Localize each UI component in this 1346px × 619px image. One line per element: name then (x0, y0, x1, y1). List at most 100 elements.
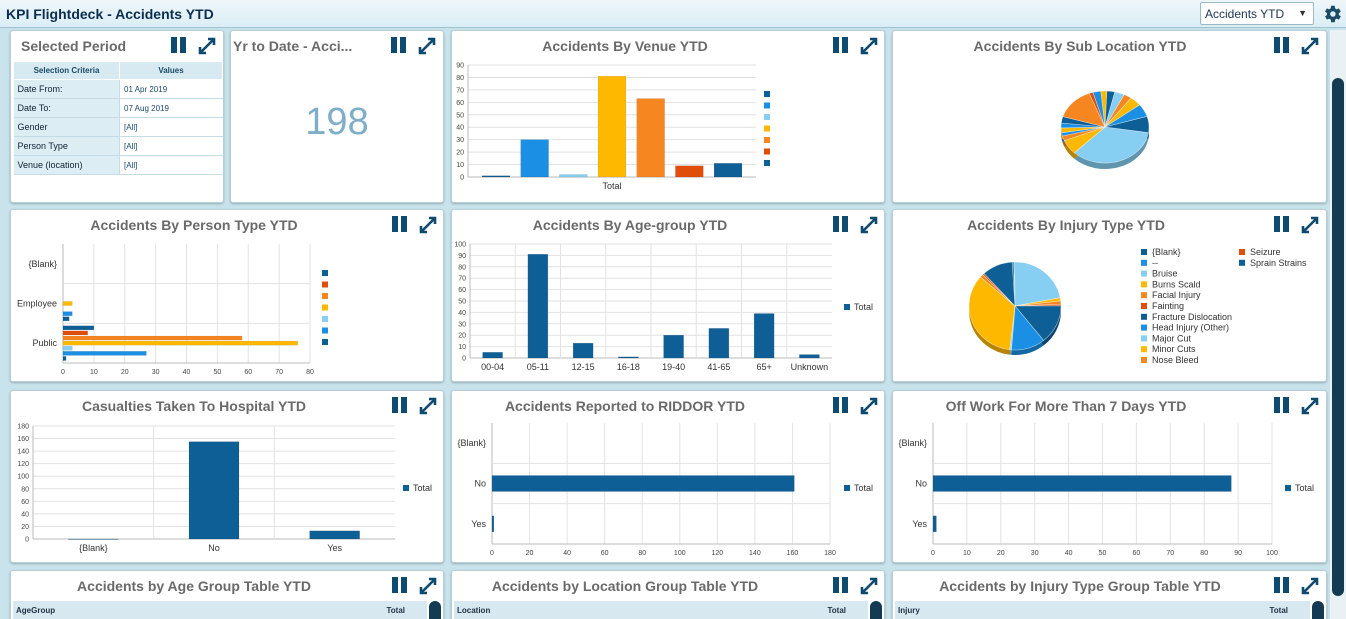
y-tick-label: 60 (456, 100, 464, 107)
legend-label: Total (854, 302, 873, 312)
off-work-chart: 0 10 20 30 40 50 60 70 80 90 100 {Blank} No Yes Total (898, 423, 1314, 557)
legend-swatch (1141, 259, 1147, 266)
y-tick-label: 90 (458, 253, 466, 260)
bar (482, 352, 503, 359)
top-bar: KPI Flightdeck - Accidents YTD Accidents… (0, 0, 1346, 28)
pause-icon[interactable] (832, 396, 850, 414)
gear-icon[interactable] (1321, 3, 1343, 25)
pause-icon[interactable] (1273, 576, 1291, 594)
bar (188, 441, 240, 540)
x-tick-label: 0 (931, 550, 935, 557)
pie-slice (1073, 126, 1149, 164)
y-tick-label: {Blank} (457, 438, 486, 448)
legend-swatch (1141, 281, 1147, 288)
x-tick-label: 30 (152, 369, 160, 376)
y-tick-label: 60 (21, 499, 29, 506)
pause-icon[interactable] (391, 396, 409, 414)
bar (618, 356, 639, 359)
page-scrollbar[interactable] (1330, 30, 1346, 619)
criteria-label: Date From: (13, 79, 120, 99)
pause-icon[interactable] (390, 36, 408, 54)
y-tick-label: Employee (17, 299, 57, 309)
bar (481, 175, 511, 178)
legend-swatch (1141, 335, 1147, 342)
pause-icon[interactable] (170, 36, 188, 54)
selected-period-panel: Selected Period Selection Criteria Value… (10, 30, 224, 203)
legend-label: Burns Scald (1152, 279, 1201, 289)
page-scroll-thumb[interactable] (1332, 78, 1344, 596)
legend-swatch (322, 293, 328, 299)
expand-icon[interactable] (1300, 36, 1320, 56)
x-tick-label: 12-15 (572, 362, 595, 372)
report-select[interactable]: Accidents YTD ▼ (1200, 2, 1314, 25)
legend-label: Total (413, 483, 432, 493)
venue-panel: Accidents By Venue YTD 0 10 20 30 40 50 60 70 80… (451, 30, 885, 203)
table-scroll-thumb[interactable] (429, 601, 441, 619)
ytd-kpi-panel: Yr to Date - Acci... 198 (230, 30, 444, 203)
expand-icon[interactable] (1300, 396, 1320, 416)
expand-icon[interactable] (859, 36, 879, 56)
bar (491, 475, 795, 492)
table-row: Date To: 07 Aug 2019 (13, 98, 223, 118)
pause-icon[interactable] (391, 576, 409, 594)
legend-swatch (844, 485, 850, 491)
expand-icon[interactable] (1300, 215, 1320, 235)
x-tick-label: No (208, 543, 220, 553)
bar (62, 330, 88, 336)
table-scroll-thumb[interactable] (870, 601, 882, 619)
pie-slice (968, 276, 1016, 351)
x-tick-label: 40 (1065, 550, 1073, 557)
x-tick-label: 140 (749, 550, 761, 557)
table-scroll-thumb[interactable] (1312, 601, 1324, 619)
panel-title: Yr to Date - Acci... (233, 38, 353, 54)
criteria-value: [All] (119, 136, 223, 156)
x-tick-label: 05-11 (527, 362, 549, 372)
x-tick-label: Unknown (791, 362, 829, 372)
pause-icon[interactable] (1273, 215, 1291, 233)
y-tick-label: 40 (456, 125, 464, 132)
y-tick-label: 30 (456, 137, 464, 144)
legend-label: Bruise (1152, 269, 1178, 279)
sub-location-chart (1060, 90, 1150, 170)
bar (62, 301, 73, 306)
expand-icon[interactable] (1300, 576, 1320, 596)
legend-swatch (1141, 357, 1147, 363)
pause-icon[interactable] (1273, 36, 1291, 54)
sub-location-panel: Accidents By Sub Location YTD (892, 30, 1327, 203)
y-tick-label: 140 (17, 449, 29, 456)
expand-icon[interactable] (859, 576, 879, 596)
pause-icon[interactable] (832, 215, 850, 233)
legend-swatch (764, 148, 770, 155)
table-header: AgeGroup Total (13, 601, 427, 619)
expand-icon[interactable] (417, 36, 437, 56)
y-tick-label: 10 (458, 344, 466, 351)
expand-icon[interactable] (418, 576, 438, 596)
y-tick-label: 80 (456, 75, 464, 82)
x-tick-label: 50 (1099, 550, 1107, 557)
bar (708, 328, 730, 359)
criteria-value: [All] (119, 117, 223, 137)
y-tick-label: 0 (25, 537, 29, 544)
expand-icon[interactable] (418, 215, 438, 235)
pie-slice (1104, 116, 1150, 133)
y-tick-label: 70 (458, 276, 466, 283)
pause-icon[interactable] (832, 576, 850, 594)
panel-title: Accidents by Injury Type Group Table YTD (939, 578, 1221, 594)
bar (62, 311, 73, 316)
bar (559, 174, 588, 178)
pause-icon[interactable] (832, 36, 850, 54)
expand-icon[interactable] (418, 396, 438, 416)
y-tick-label: 40 (21, 511, 29, 518)
pie-slice (983, 261, 1016, 307)
pause-icon[interactable] (391, 215, 409, 233)
expand-icon[interactable] (197, 36, 217, 56)
legend-label: Seizure (1250, 247, 1281, 257)
legend-swatch (322, 316, 328, 322)
x-tick-label: 20 (997, 550, 1005, 557)
pause-icon[interactable] (1273, 396, 1291, 414)
bar (753, 313, 775, 359)
legend-swatch (1141, 292, 1147, 299)
expand-icon[interactable] (859, 215, 879, 235)
table-header: Location Total (454, 601, 868, 619)
expand-icon[interactable] (859, 396, 879, 416)
